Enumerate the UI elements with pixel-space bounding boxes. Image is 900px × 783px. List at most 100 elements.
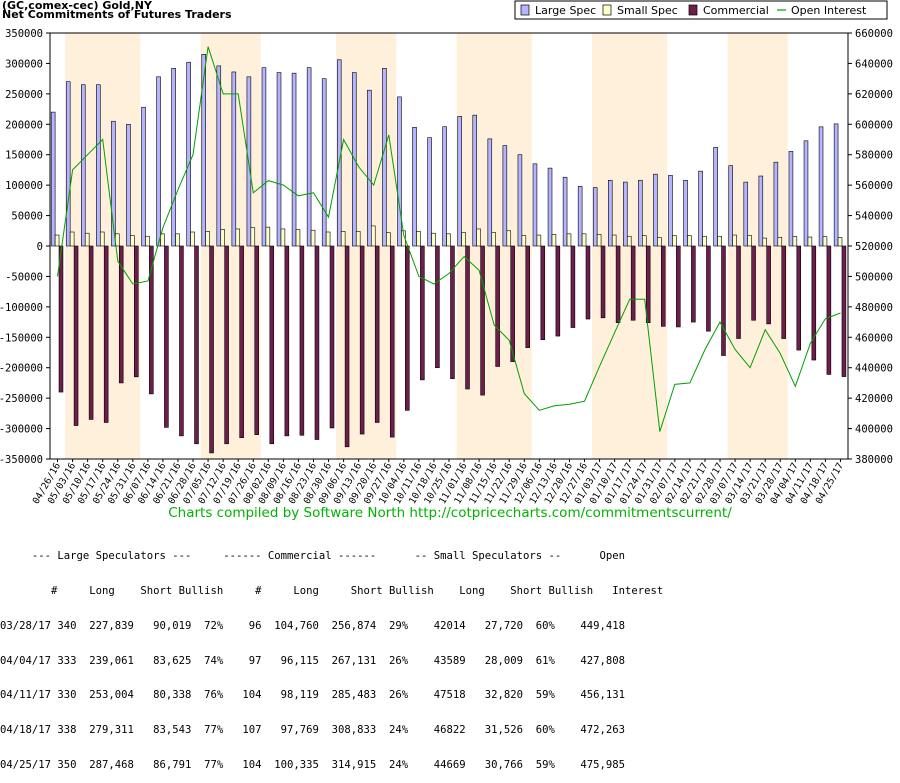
large-spec-bar (276, 72, 282, 247)
commercial-bar (600, 245, 606, 319)
right-tick-label: 520000 (855, 241, 893, 253)
small-spec-bar (687, 235, 692, 247)
small-spec-bar (145, 235, 150, 247)
large-spec-bar (382, 67, 387, 247)
commercial-bar (721, 245, 726, 356)
commercial-bar (58, 245, 64, 393)
large-spec-bar (442, 126, 447, 247)
right-tick-label: 500000 (855, 271, 893, 283)
large-spec-bar (487, 138, 493, 247)
small-spec-bar (491, 232, 496, 247)
right-tick-label: 640000 (855, 58, 893, 70)
commercial-bar (736, 245, 741, 339)
commercial-bar (435, 245, 440, 369)
small-spec-bar (99, 231, 105, 247)
right-tick-label: 380000 (855, 454, 893, 466)
large-spec-bar (397, 96, 402, 247)
legend-commercial-swatch (688, 4, 698, 16)
large-spec-bar (758, 175, 764, 247)
commercial-bar (660, 245, 666, 327)
small-spec-bar (325, 231, 331, 247)
small-spec-bar (611, 234, 617, 247)
large-spec-bar (773, 161, 779, 247)
table-header-2: # Long Short Bullish # Long Short Bullis… (0, 584, 664, 597)
commercial-bar (405, 245, 410, 411)
small-spec-bar (69, 231, 75, 247)
large-spec-bar (803, 140, 809, 247)
right-tick-label: 440000 (855, 363, 893, 375)
small-spec-bar (476, 228, 481, 247)
left-tick-label: 150000 (5, 150, 43, 162)
right-tick-label: 540000 (855, 211, 893, 223)
large-spec-bar (261, 67, 267, 247)
small-spec-bar (747, 235, 752, 247)
small-spec-bar (54, 234, 60, 247)
small-spec-bar (822, 236, 828, 247)
commercial-bar (344, 245, 350, 448)
small-spec-bar (190, 231, 195, 247)
commercial-bar (254, 245, 259, 435)
right-tick-label: 600000 (855, 119, 893, 131)
large-spec-bar (216, 65, 222, 247)
left-tick-label: -50000 (5, 271, 43, 283)
large-spec-bar (156, 76, 161, 247)
commercial-bar (73, 245, 79, 426)
commercial-bar (676, 245, 681, 328)
large-spec-bar (607, 179, 613, 247)
commercial-bar (224, 245, 229, 445)
left-tick-label: 100000 (5, 180, 43, 192)
legend-commercial-label: Commercial (703, 4, 769, 17)
table-row: 04/11/17 330 253,004 80,338 76% 104 98,1… (0, 689, 626, 702)
large-spec-bar (502, 145, 508, 247)
credit-line: Charts compiled by Software North http:/… (168, 505, 732, 521)
commercial-bar (194, 245, 199, 445)
cot-chart: 350000 300000 250000 200000 150000 100000 5000… (0, 0, 893, 505)
small-spec-bar (581, 233, 587, 247)
commercial-bar (329, 245, 335, 429)
small-spec-bar (250, 227, 256, 247)
right-tick-label: 480000 (855, 302, 893, 314)
left-tick-label: -100000 (0, 302, 43, 314)
table-row: 04/25/17 350 287,468 86,791 77% 104 100,… (0, 758, 626, 771)
large-spec-bar (547, 167, 553, 247)
commercial-bar (179, 245, 184, 437)
commercial-bar (751, 245, 756, 321)
right-tick-label: 580000 (855, 150, 893, 162)
small-spec-bar (205, 231, 210, 247)
large-spec-bar (141, 106, 146, 247)
commercial-bar (209, 245, 214, 454)
right-tick-label: 660000 (855, 28, 893, 40)
table-header-1: --- Large Speculators --- ------ Commerc… (0, 550, 626, 563)
commercial-bar (149, 245, 154, 395)
large-spec-bar (96, 84, 101, 247)
commercial-bar (691, 245, 696, 323)
left-tick-label: 200000 (5, 119, 43, 131)
small-spec-bar (220, 229, 225, 247)
large-spec-bar (111, 120, 116, 247)
legend-large-spec-swatch (520, 4, 530, 16)
small-spec-bar (431, 232, 436, 247)
large-spec-bar (668, 175, 673, 247)
small-spec-bar (84, 232, 90, 247)
left-tick-label: -350000 (0, 454, 43, 466)
table-row: 03/28/17 340 227,839 90,019 72% 96 104,7… (0, 619, 626, 632)
small-spec-bar (807, 236, 813, 247)
large-spec-bar (126, 123, 131, 247)
small-spec-bar (295, 229, 301, 247)
commercial-bar (284, 245, 290, 437)
commercial-bar (299, 245, 305, 436)
small-spec-bar (551, 234, 557, 247)
large-spec-bar (231, 71, 237, 247)
commercial-bar (796, 245, 802, 351)
small-spec-bar (777, 237, 783, 247)
large-spec-bar (698, 170, 703, 247)
large-spec-bar (788, 151, 794, 247)
large-spec-bar (653, 173, 658, 247)
large-spec-bar (472, 114, 478, 247)
large-spec-bar (638, 179, 643, 247)
small-spec-bar (461, 232, 466, 247)
left-tick-label: 50000 (11, 211, 43, 223)
small-spec-bar (657, 237, 662, 247)
small-spec-bar (536, 234, 542, 247)
commercial-bar (420, 245, 425, 381)
